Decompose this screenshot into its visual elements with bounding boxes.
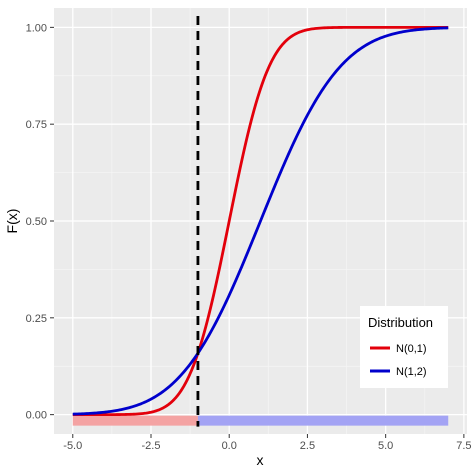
y-tick-label: 0.25 (26, 313, 47, 325)
x-axis-ticks: -5.0 -2.5 0.0 2.5 5.0 7.5 (63, 434, 472, 452)
cdf-curves (72, 25, 449, 417)
band-1 (197, 415, 449, 426)
cdf-curve-1 (72, 26, 449, 416)
x-tick-label: 0.0 (222, 440, 237, 452)
x-axis-title: x (257, 452, 264, 468)
legend-label-n01: N(0,1) (396, 343, 427, 355)
cdf-curve-0 (72, 25, 449, 417)
x-tick-label: 7.5 (456, 440, 471, 452)
legend-title: Distribution (368, 315, 433, 330)
x-tick-label: 2.5 (300, 440, 315, 452)
x-tick-label: -5.0 (63, 440, 82, 452)
x-tick-label: -2.5 (142, 440, 161, 452)
y-axis-ticks: 0.00 0.25 0.50 0.75 1.00 (26, 22, 54, 422)
x-tick-label: 5.0 (378, 440, 393, 452)
y-tick-label: 0.75 (26, 119, 47, 131)
band-0 (72, 415, 198, 426)
y-tick-label: 0.00 (26, 410, 47, 422)
y-axis-title: F(x) (4, 209, 20, 234)
legend-label-n12: N(1,2) (396, 366, 427, 378)
y-tick-label: 1.00 (26, 22, 47, 34)
bands (72, 415, 449, 426)
y-tick-label: 0.50 (26, 216, 47, 228)
legend: Distribution N(0,1) N(1,2) (360, 306, 448, 388)
